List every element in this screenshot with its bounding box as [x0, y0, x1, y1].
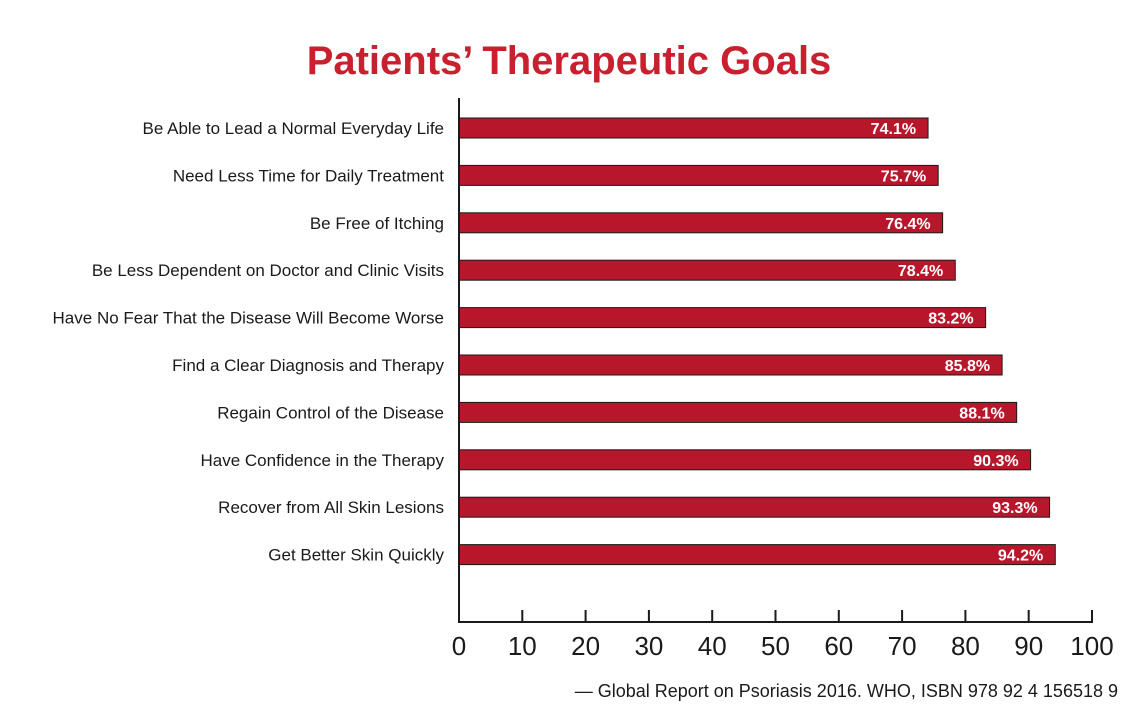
- data-label: 74.1%: [871, 121, 916, 138]
- data-label: 93.3%: [992, 500, 1037, 517]
- category-label: Be Able to Lead a Normal Everyday Life: [143, 119, 444, 138]
- category-label: Have No Fear That the Disease Will Becom…: [53, 309, 444, 328]
- category-label: Recover from All Skin Lesions: [218, 498, 444, 517]
- source-note: — Global Report on Psoriasis 2016. WHO, …: [575, 681, 1118, 701]
- x-tick-label: 40: [698, 631, 727, 661]
- bar: [458, 496, 1051, 518]
- data-label: 76.4%: [885, 216, 930, 233]
- bar: [458, 164, 939, 186]
- x-tick-label: 60: [824, 631, 853, 661]
- x-tick-label: 0: [452, 631, 466, 661]
- chart-title: Patients’ Therapeutic Goals: [307, 39, 832, 83]
- bars-layer: Be Able to Lead a Normal Everyday Life 74…: [53, 117, 1056, 566]
- data-label: 85.8%: [945, 358, 990, 375]
- category-label: Find a Clear Diagnosis and Therapy: [172, 356, 444, 375]
- bar: [458, 544, 1056, 566]
- bar: [458, 259, 956, 281]
- bar: [458, 117, 929, 139]
- bar: [458, 307, 987, 329]
- category-label: Be Less Dependent on Doctor and Clinic V…: [92, 261, 444, 280]
- category-label: Need Less Time for Daily Treatment: [173, 166, 444, 185]
- category-label: Have Confidence in the Therapy: [200, 451, 444, 470]
- bar: [458, 354, 1003, 376]
- bar: [458, 212, 944, 234]
- data-label: 90.3%: [973, 453, 1018, 470]
- data-label: 75.7%: [881, 168, 926, 185]
- bar: [458, 401, 1018, 423]
- data-label: 83.2%: [928, 311, 973, 328]
- x-tick-label: 70: [888, 631, 917, 661]
- data-label: 78.4%: [898, 263, 943, 280]
- x-tick-label: 50: [761, 631, 790, 661]
- data-label: 88.1%: [959, 405, 1004, 422]
- x-tick-label: 30: [634, 631, 663, 661]
- bar: [458, 449, 1032, 471]
- category-label: Get Better Skin Quickly: [268, 546, 444, 565]
- x-tick-label: 90: [1014, 631, 1043, 661]
- x-tick-label: 80: [951, 631, 980, 661]
- category-label: Be Free of Itching: [310, 214, 444, 233]
- x-tick-label: 20: [571, 631, 600, 661]
- x-tick-label: 10: [508, 631, 537, 661]
- data-label: 94.2%: [998, 548, 1043, 565]
- x-tick-label: 100: [1070, 631, 1113, 661]
- category-label: Regain Control of the Disease: [217, 403, 444, 422]
- x-axis: 0 10 20 30 40 50 60 70 80 90 100: [452, 98, 1114, 661]
